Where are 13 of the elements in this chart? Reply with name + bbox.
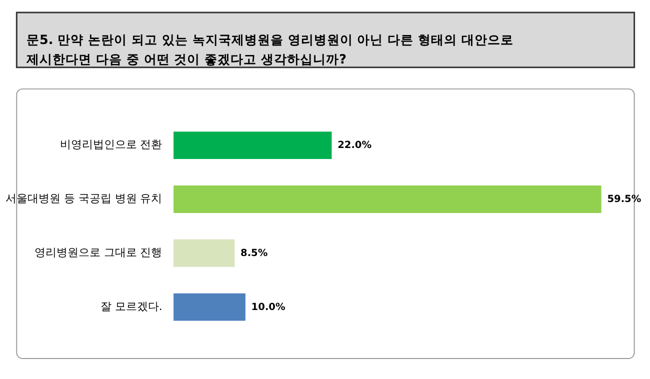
y-tick-label: 영리병원으로 그대로 진행 bbox=[34, 246, 162, 260]
y-tick-label: 서울대병원 등 국공립 병원 유치 bbox=[6, 192, 162, 206]
bar bbox=[174, 132, 332, 160]
data-label: 59.5% bbox=[607, 194, 642, 206]
y-tick-label: 비영리법인으로 전환 bbox=[60, 138, 162, 152]
y-tick-label: 잘 모르겠다. bbox=[100, 300, 162, 314]
bar bbox=[174, 293, 246, 321]
data-label: 10.0% bbox=[251, 302, 286, 314]
chart-title: 문5. 만약 논란이 되고 있는 녹지국제병원을 영리병원이 아닌 다른 형태의 대안으로 제시한다면 다음 중 어떤 것이 좋겠다고 생각하십니까? bbox=[25, 32, 514, 68]
bar bbox=[174, 239, 235, 267]
bar bbox=[174, 186, 602, 213]
data-label: 8.5% bbox=[240, 248, 268, 260]
data-label: 22.0% bbox=[338, 140, 372, 152]
